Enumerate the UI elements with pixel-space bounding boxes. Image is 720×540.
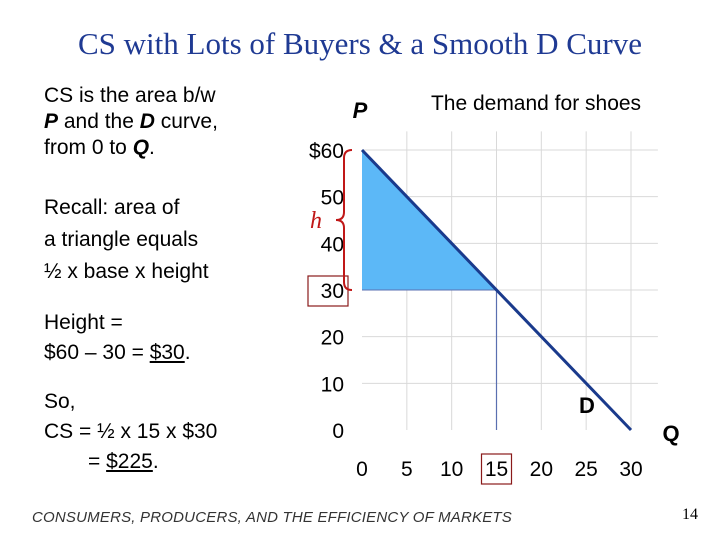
x-tick-label: 30 bbox=[619, 458, 642, 481]
x-tick-label: 15 bbox=[485, 458, 508, 481]
y-tick-label: 30 bbox=[321, 280, 344, 303]
y-tick-label: 50 bbox=[321, 187, 344, 210]
x-tick-label: 5 bbox=[401, 458, 413, 481]
x-tick-label: 25 bbox=[574, 458, 597, 481]
page-number: 14 bbox=[682, 506, 698, 523]
demand-curve bbox=[360, 148, 633, 432]
y-axis-label: P bbox=[353, 98, 368, 123]
chart-title: The demand for shoes bbox=[431, 92, 641, 115]
height-brace bbox=[335, 149, 353, 291]
so-line-1: So, bbox=[44, 390, 76, 413]
recall-line-2: a triangle equals bbox=[44, 228, 199, 251]
x-tick-label: 0 bbox=[356, 458, 368, 481]
slide-title: CS with Lots of Buyers & a Smooth D Curv… bbox=[77, 26, 643, 61]
recall-line-3: ½ x base x height bbox=[44, 260, 209, 283]
y-tick-label: 10 bbox=[321, 373, 344, 396]
y-tick-label: $60 bbox=[309, 140, 344, 163]
footer: CONSUMERS, PRODUCERS, AND THE EFFICIENCY… bbox=[32, 509, 512, 526]
so-line-2: CS = ½ x 15 x $30 bbox=[44, 420, 218, 443]
y-tick-label: 0 bbox=[332, 420, 344, 443]
definition-line-1: CS is the area b/w bbox=[44, 84, 216, 107]
demand-curve-label: D bbox=[579, 393, 595, 418]
highlight-box-y-30 bbox=[307, 275, 349, 307]
height-line-2: $60 – 30 = $30. bbox=[44, 341, 191, 364]
x-tick-label: 20 bbox=[530, 458, 553, 481]
x-axis-label: Q bbox=[662, 421, 679, 446]
x-tick-label: 10 bbox=[440, 458, 463, 481]
definition-line-2: P and the D curve, bbox=[44, 110, 218, 133]
highlight-box-x-15 bbox=[480, 453, 513, 485]
y-tick-label: 20 bbox=[321, 327, 344, 350]
y-tick-label: 40 bbox=[321, 233, 344, 256]
height-brace-label: h bbox=[310, 208, 322, 234]
recall-line-1: Recall: area of bbox=[44, 196, 180, 219]
height-line-1: Height = bbox=[44, 311, 123, 334]
so-line-3: = $225. bbox=[88, 450, 159, 473]
definition-line-3: from 0 to Q. bbox=[44, 136, 155, 159]
